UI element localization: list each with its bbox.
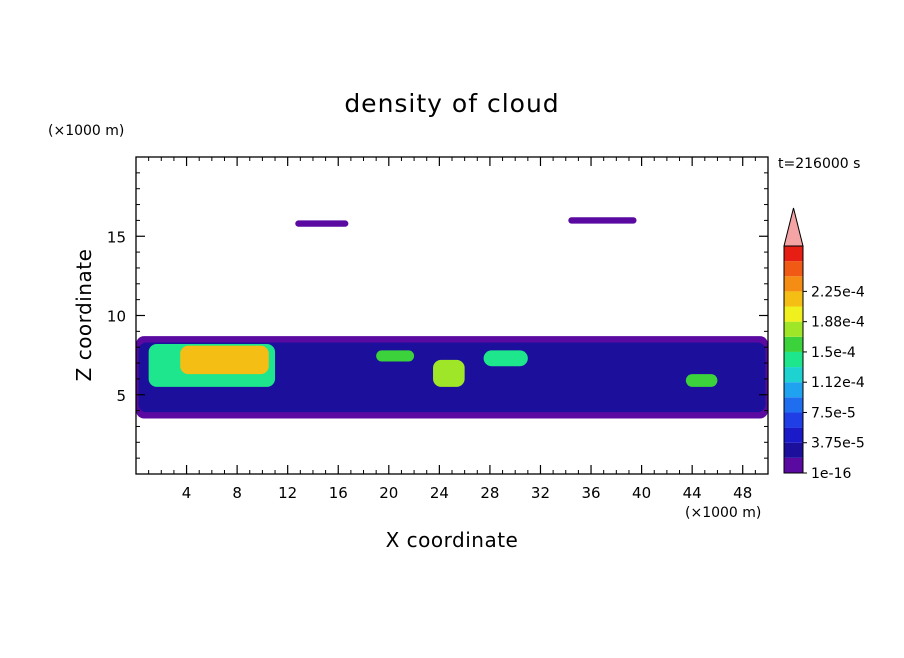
x-tick-label: 12 bbox=[278, 484, 297, 502]
colorbar-label: 3.75e-5 bbox=[811, 436, 865, 452]
colorbar-swatch bbox=[784, 321, 803, 337]
colorbar-swatch bbox=[784, 291, 803, 307]
colorbar-label: 1.88e-4 bbox=[811, 315, 865, 331]
colorbar-swatch bbox=[784, 382, 803, 398]
colorbar-swatch bbox=[784, 367, 803, 383]
colorbar-swatch bbox=[784, 351, 803, 368]
cloud-region bbox=[685, 374, 718, 387]
time-label: t=216000 s bbox=[778, 156, 860, 172]
colorbar-swatch bbox=[784, 246, 803, 262]
y-tick-label: 5 bbox=[116, 387, 126, 405]
colorbar-swatch bbox=[784, 336, 803, 352]
colorbar-swatch bbox=[784, 427, 803, 443]
cloud-region bbox=[483, 350, 528, 367]
x-tick-label: 24 bbox=[430, 484, 449, 502]
colorbar-swatch bbox=[784, 412, 803, 428]
x-tick-label: 48 bbox=[733, 484, 752, 502]
x-tick-label: 36 bbox=[581, 484, 600, 502]
colorbar-swatch bbox=[784, 306, 803, 322]
colorbar-swatch bbox=[784, 276, 803, 292]
x-tick-label: 16 bbox=[329, 484, 348, 502]
colorbar-label: 1.5e-4 bbox=[811, 345, 856, 361]
x-tick-label: 32 bbox=[531, 484, 550, 502]
colorbar-extend-arrow bbox=[783, 207, 804, 247]
y-unit-label: (×1000 m) bbox=[48, 123, 124, 139]
y-axis-label: Z coordinate bbox=[72, 249, 96, 382]
colorbar-swatch bbox=[784, 457, 803, 473]
cloud-region bbox=[180, 345, 269, 375]
x-tick-label: 28 bbox=[480, 484, 499, 502]
colorbar-swatch bbox=[784, 397, 803, 413]
x-tick-label: 8 bbox=[232, 484, 242, 502]
x-tick-label: 40 bbox=[632, 484, 651, 502]
colorbar-swatch bbox=[784, 261, 803, 277]
y-axis: 5 10 15 bbox=[107, 172, 768, 459]
cloud-region bbox=[433, 359, 465, 387]
chart-title: density of cloud bbox=[344, 89, 559, 118]
colorbar-frame bbox=[783, 245, 804, 474]
colorbar-label: 1e-16 bbox=[811, 466, 851, 482]
colorbar-label: 1.12e-4 bbox=[811, 375, 865, 391]
y-tick-label: 15 bbox=[107, 228, 126, 246]
cloud-region bbox=[568, 217, 637, 224]
colorbar-label: 7.5e-5 bbox=[811, 405, 856, 421]
cloud-region bbox=[295, 220, 349, 227]
colorbar: 1e-16 3.75e-5 7.5e-5 1.12e-4 1.5e-4 1.88e-4 2.… bbox=[783, 207, 865, 482]
x-tick-label: 20 bbox=[379, 484, 398, 502]
colorbar-label: 2.25e-4 bbox=[811, 284, 865, 300]
x-axis-label: X coordinate bbox=[386, 528, 519, 552]
contour-fill-layer bbox=[136, 217, 768, 419]
colorbar-swatch bbox=[784, 442, 803, 458]
x-tick-label: 4 bbox=[182, 484, 192, 502]
cloud-region bbox=[376, 350, 415, 362]
x-axis: 4 8 12 16 20 24 28 32 36 40 44 48 bbox=[148, 157, 756, 502]
y-tick-label: 10 bbox=[107, 308, 126, 326]
plot-frame bbox=[135, 156, 769, 475]
x-unit-label: (×1000 m) bbox=[685, 505, 761, 521]
x-tick-label: 44 bbox=[683, 484, 702, 502]
